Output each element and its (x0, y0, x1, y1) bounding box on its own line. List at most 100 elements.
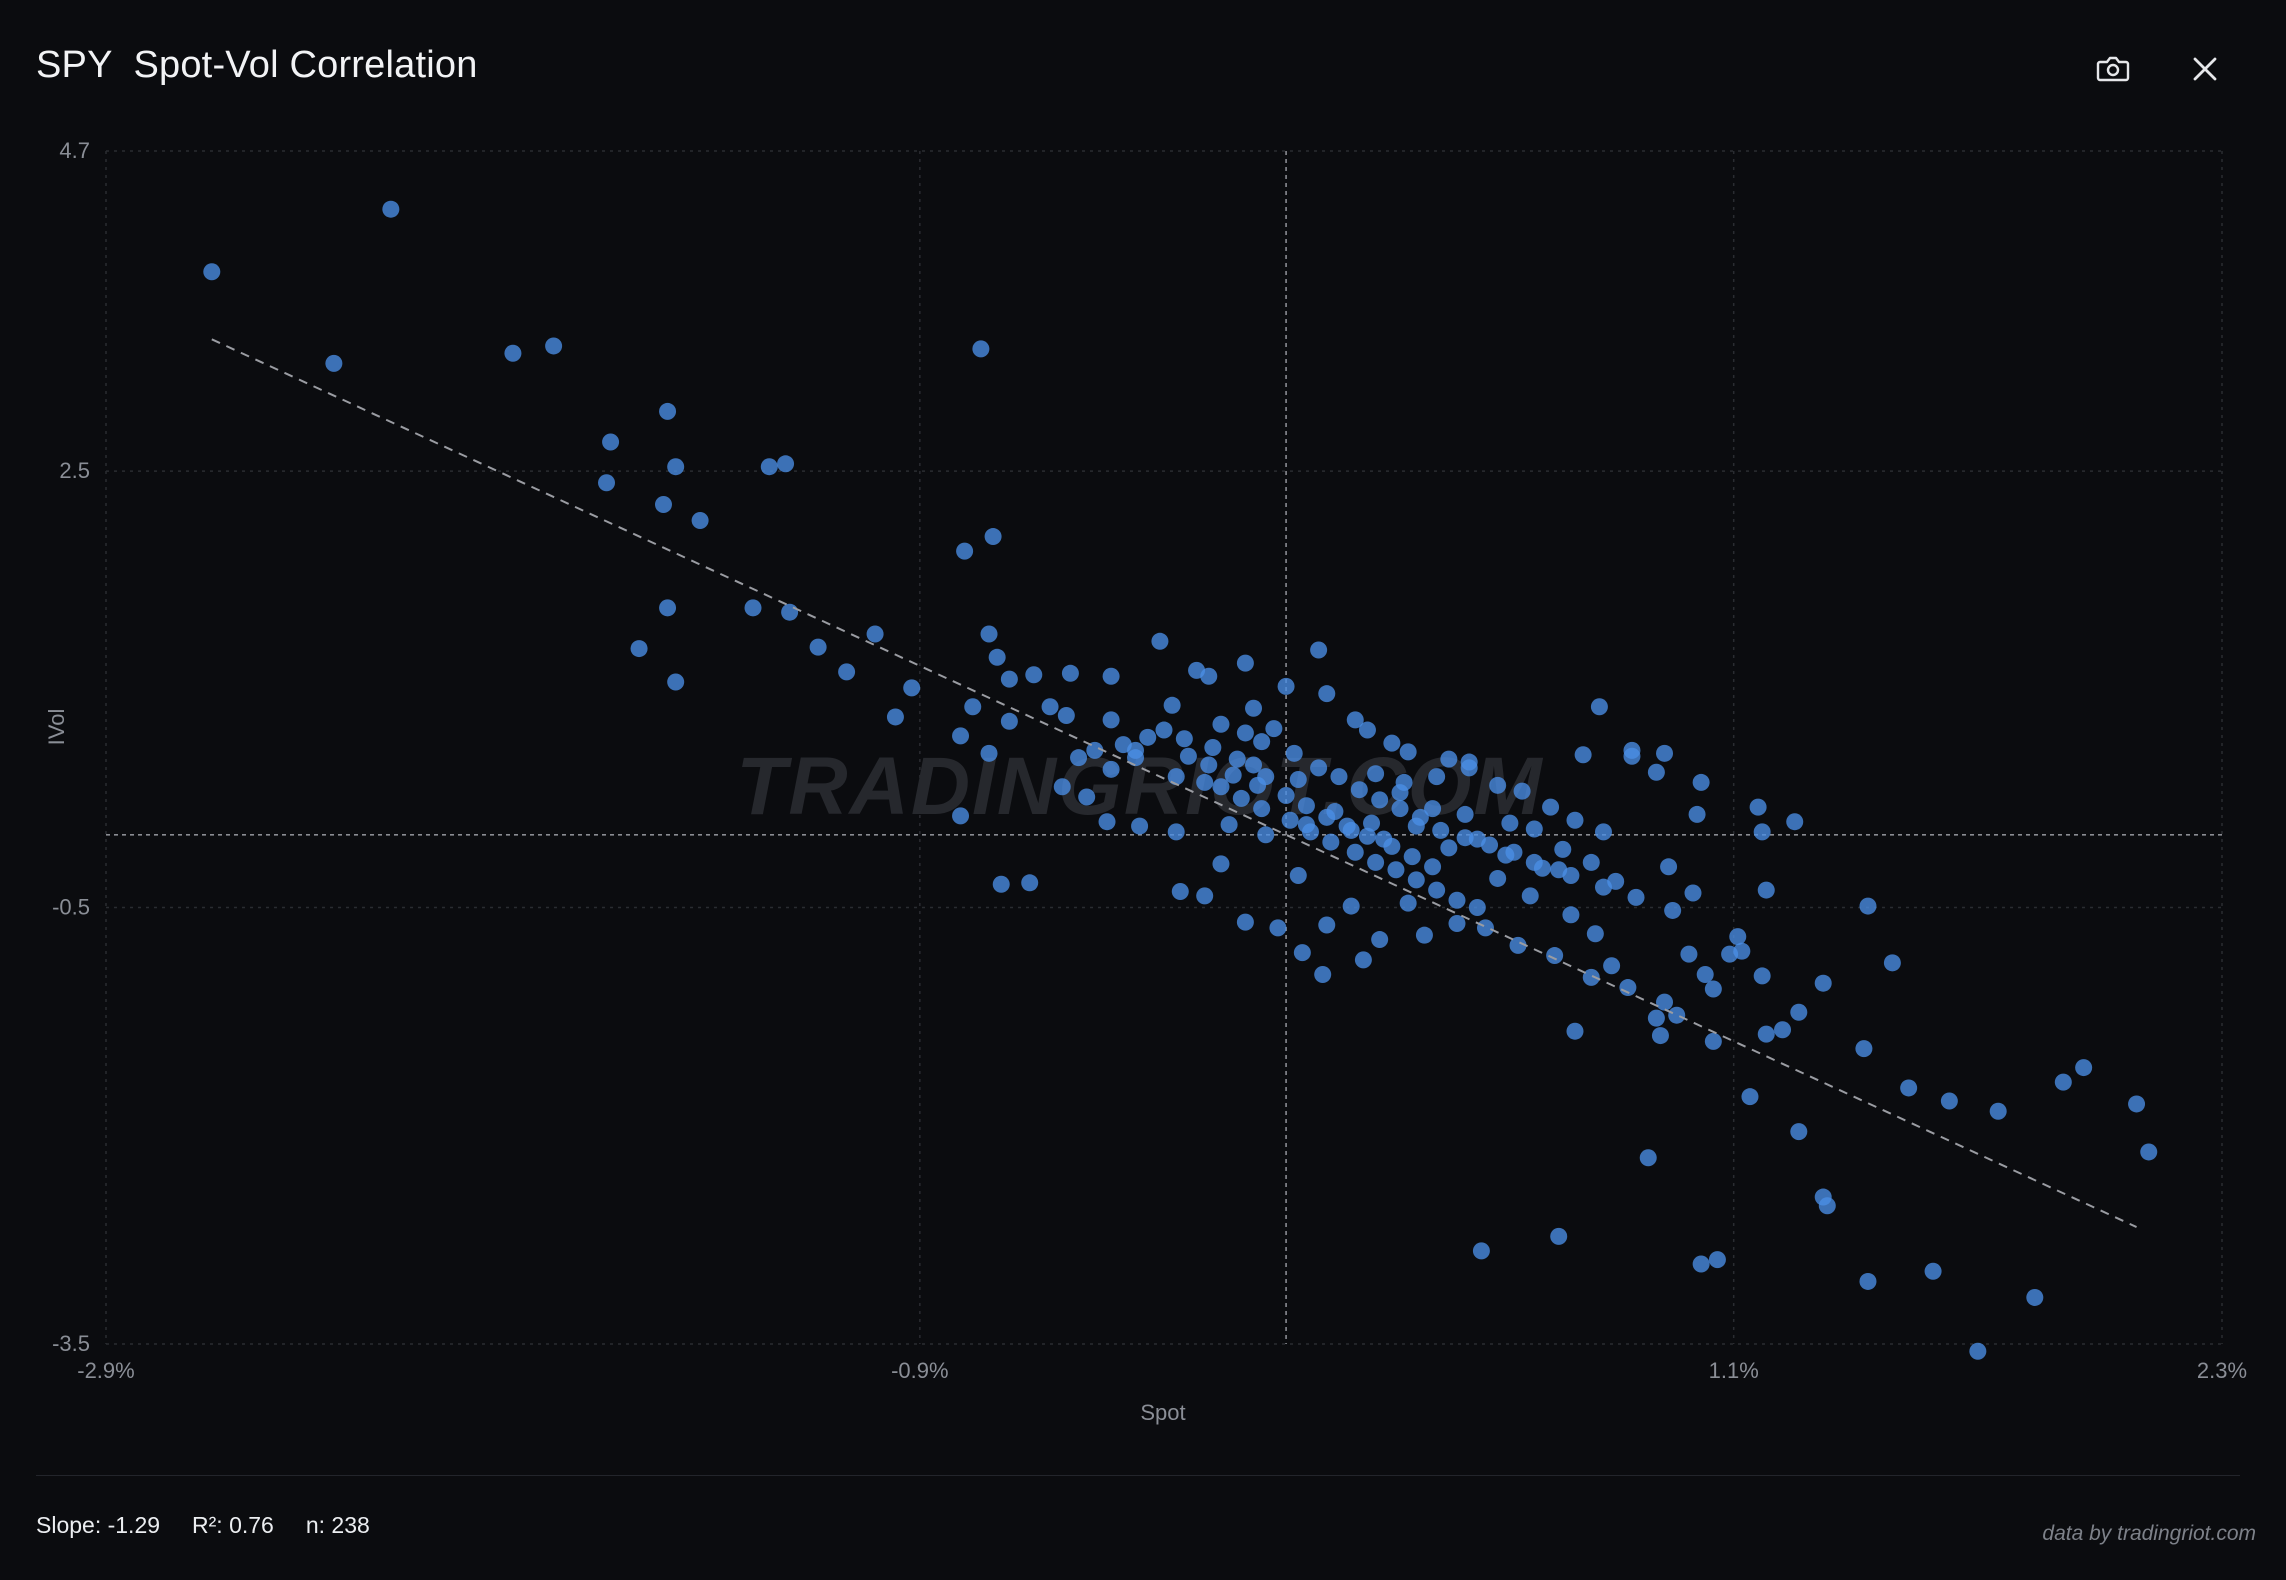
data-point (1232, 789, 1250, 807)
data-point (545, 337, 563, 355)
data-point (325, 354, 343, 372)
data-point (2140, 1143, 2158, 1161)
data-point (1729, 928, 1747, 946)
data-point (1566, 811, 1584, 829)
data-point (1200, 667, 1218, 685)
data-point (1525, 853, 1543, 871)
data-point (1460, 753, 1478, 771)
scatter-chart: TRADINGRIOT.COM -2.9% -0.9% 1.1% 2.3% 4.72.… (44, 138, 2247, 1425)
data-point (1057, 706, 1075, 724)
data-point (1151, 632, 1169, 650)
data-point (654, 496, 672, 514)
data-point (659, 402, 677, 420)
data-point (1590, 698, 1608, 716)
regression-line (211, 338, 2137, 1228)
data-point (1415, 926, 1433, 944)
data-point (1358, 721, 1376, 739)
data-point (1448, 915, 1466, 933)
data-point (1236, 913, 1254, 931)
data-credit: data by tradingriot.com (2042, 1522, 2256, 1545)
data-point (1639, 1149, 1657, 1167)
y-tick-label: 2.5 (59, 458, 90, 483)
data-point (1660, 858, 1678, 876)
data-point (1236, 724, 1254, 742)
data-point (777, 455, 795, 473)
data-point (1753, 967, 1771, 985)
close-button[interactable] (2182, 46, 2228, 92)
data-point (1594, 823, 1612, 841)
data-point (1204, 739, 1222, 756)
data-point (984, 528, 1002, 546)
data-point (1468, 899, 1486, 917)
data-point (952, 727, 970, 745)
y-axis-ticks: 4.7 2.5 -0.5 -3.5 (52, 138, 90, 1356)
data-point (1212, 855, 1230, 873)
data-point (988, 648, 1006, 666)
data-point (1603, 957, 1621, 975)
data-point (1387, 861, 1405, 879)
data-point (1167, 823, 1185, 841)
data-point (1200, 756, 1218, 774)
data-point (1448, 891, 1466, 909)
data-point (1196, 773, 1214, 791)
data-point (1456, 829, 1474, 847)
data-point (1371, 931, 1389, 949)
data-point (1102, 711, 1120, 729)
data-point (1684, 884, 1702, 902)
data-point (602, 433, 620, 451)
data-point (1175, 730, 1193, 748)
zero-lines (106, 151, 2222, 1344)
screenshot-button[interactable] (2090, 46, 2136, 92)
y-tick-label: -3.5 (52, 1331, 90, 1356)
data-point (1257, 826, 1275, 844)
data-point (1428, 768, 1446, 786)
data-point (1513, 782, 1531, 800)
data-point (1310, 641, 1328, 659)
data-point (1228, 750, 1246, 768)
data-point (838, 663, 856, 681)
data-point (1692, 773, 1710, 791)
data-point (1131, 817, 1149, 835)
data-point (1212, 778, 1230, 796)
data-point (1318, 916, 1336, 934)
data-point (809, 638, 827, 656)
data-point (1025, 666, 1043, 684)
data-point (1647, 763, 1665, 781)
data-point (1619, 979, 1637, 997)
n-stat: n: 238 (305, 1512, 370, 1538)
data-point (1883, 954, 1901, 972)
data-point (1456, 805, 1474, 823)
data-point (1330, 768, 1348, 786)
data-point (972, 340, 990, 358)
data-point (1289, 771, 1307, 789)
data-point (1476, 919, 1494, 937)
data-point (1440, 839, 1458, 857)
data-point (2128, 1095, 2146, 1113)
data-point (1127, 749, 1145, 767)
data-point (203, 263, 221, 281)
data-point (956, 542, 974, 560)
data-point (1358, 827, 1376, 845)
data-point (1924, 1262, 1942, 1280)
data-point (1428, 881, 1446, 899)
data-point (667, 458, 685, 476)
data-point (1383, 837, 1401, 855)
data-point (1102, 667, 1120, 685)
data-point (1814, 974, 1832, 992)
data-point (992, 875, 1010, 893)
data-point (1489, 776, 1507, 794)
data-point (1481, 836, 1499, 854)
data-point (1265, 720, 1283, 738)
data-point (1627, 888, 1645, 906)
data-point (1855, 1040, 1873, 1058)
header: SPY Spot-Vol Correlation (0, 0, 2286, 140)
data-point (1367, 853, 1385, 871)
data-point (1757, 1025, 1775, 1043)
data-point (1346, 843, 1364, 861)
data-point (1383, 734, 1401, 752)
data-point (1550, 1227, 1568, 1245)
data-point (1664, 901, 1682, 919)
data-point (2075, 1059, 2093, 1077)
data-point (1424, 858, 1442, 876)
data-point (1859, 897, 1877, 915)
